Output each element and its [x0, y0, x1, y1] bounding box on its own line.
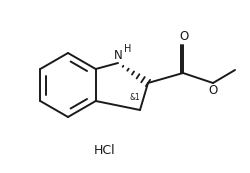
Text: O: O: [180, 30, 189, 43]
Text: N: N: [114, 49, 122, 62]
Text: &1: &1: [129, 93, 140, 102]
Text: H: H: [124, 44, 132, 54]
Text: HCl: HCl: [94, 144, 116, 157]
Text: O: O: [208, 84, 218, 97]
